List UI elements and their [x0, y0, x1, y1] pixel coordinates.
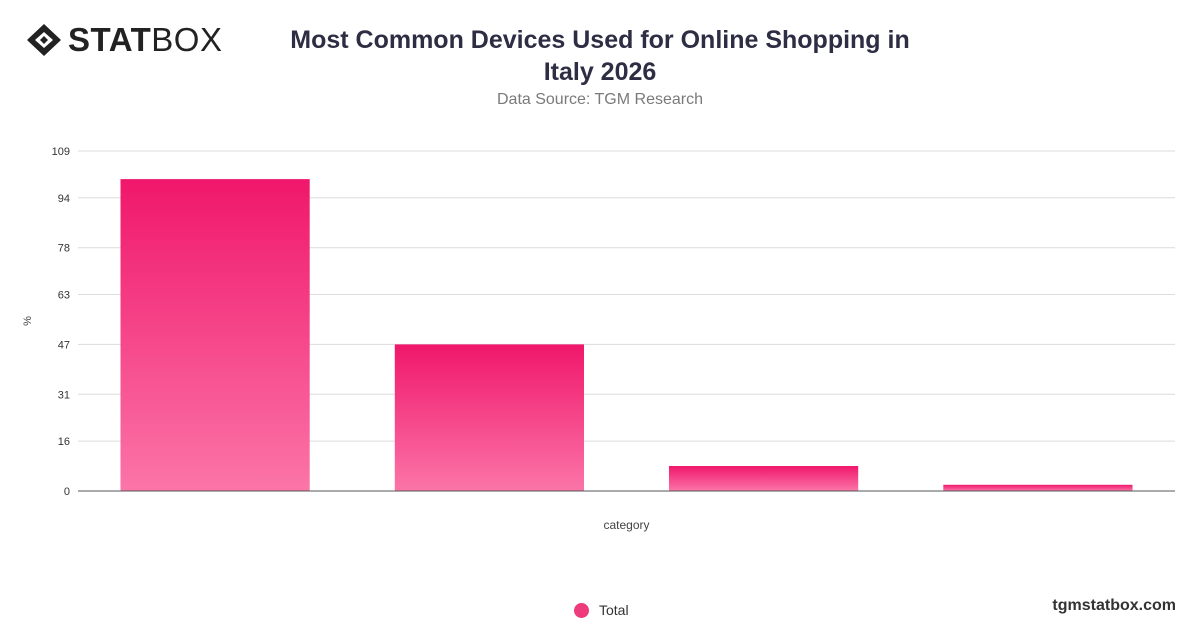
bar-1[interactable] — [120, 179, 310, 491]
logo-bold-text: STAT — [68, 21, 152, 58]
logo-light-text: BOX — [151, 21, 223, 58]
y-tick-label: 31 — [58, 389, 70, 401]
y-axis-label: % — [22, 316, 34, 326]
y-tick-label: 63 — [58, 289, 70, 301]
y-tick-label: 94 — [58, 193, 70, 205]
y-tick-label: 47 — [58, 339, 70, 351]
legend-marker-icon — [574, 602, 589, 618]
diamond-logo-icon — [27, 24, 61, 56]
chart-subtitle: Data Source: TGM Research — [496, 91, 703, 108]
bars — [120, 179, 1133, 491]
chart-title: Most Common Devices Used for Online Shop… — [290, 24, 910, 88]
bar-4[interactable] — [943, 484, 1133, 491]
logo-wordmark: STATBOX — [68, 22, 222, 58]
legend-label-total: Total — [599, 602, 629, 618]
y-tick-label: 16 — [58, 436, 70, 448]
chart-title-line1: Most Common Devices Used for Online Shop… — [290, 26, 910, 54]
y-tick-label: 78 — [58, 243, 70, 255]
x-axis-label: category — [603, 518, 649, 532]
bar-2[interactable] — [394, 344, 584, 491]
y-axis-ticks: 0 16 31 47 63 78 94 109 — [52, 146, 70, 498]
bar-3[interactable] — [669, 466, 859, 491]
statbox-logo: STATBOX — [26, 22, 222, 58]
y-tick-label: 0 — [64, 486, 70, 498]
legend[interactable]: Total — [574, 602, 629, 618]
y-tick-label: 109 — [52, 146, 70, 158]
site-url: tgmstatbox.com — [1052, 597, 1176, 614]
chart-title-line2: Italy 2026 — [543, 58, 657, 86]
